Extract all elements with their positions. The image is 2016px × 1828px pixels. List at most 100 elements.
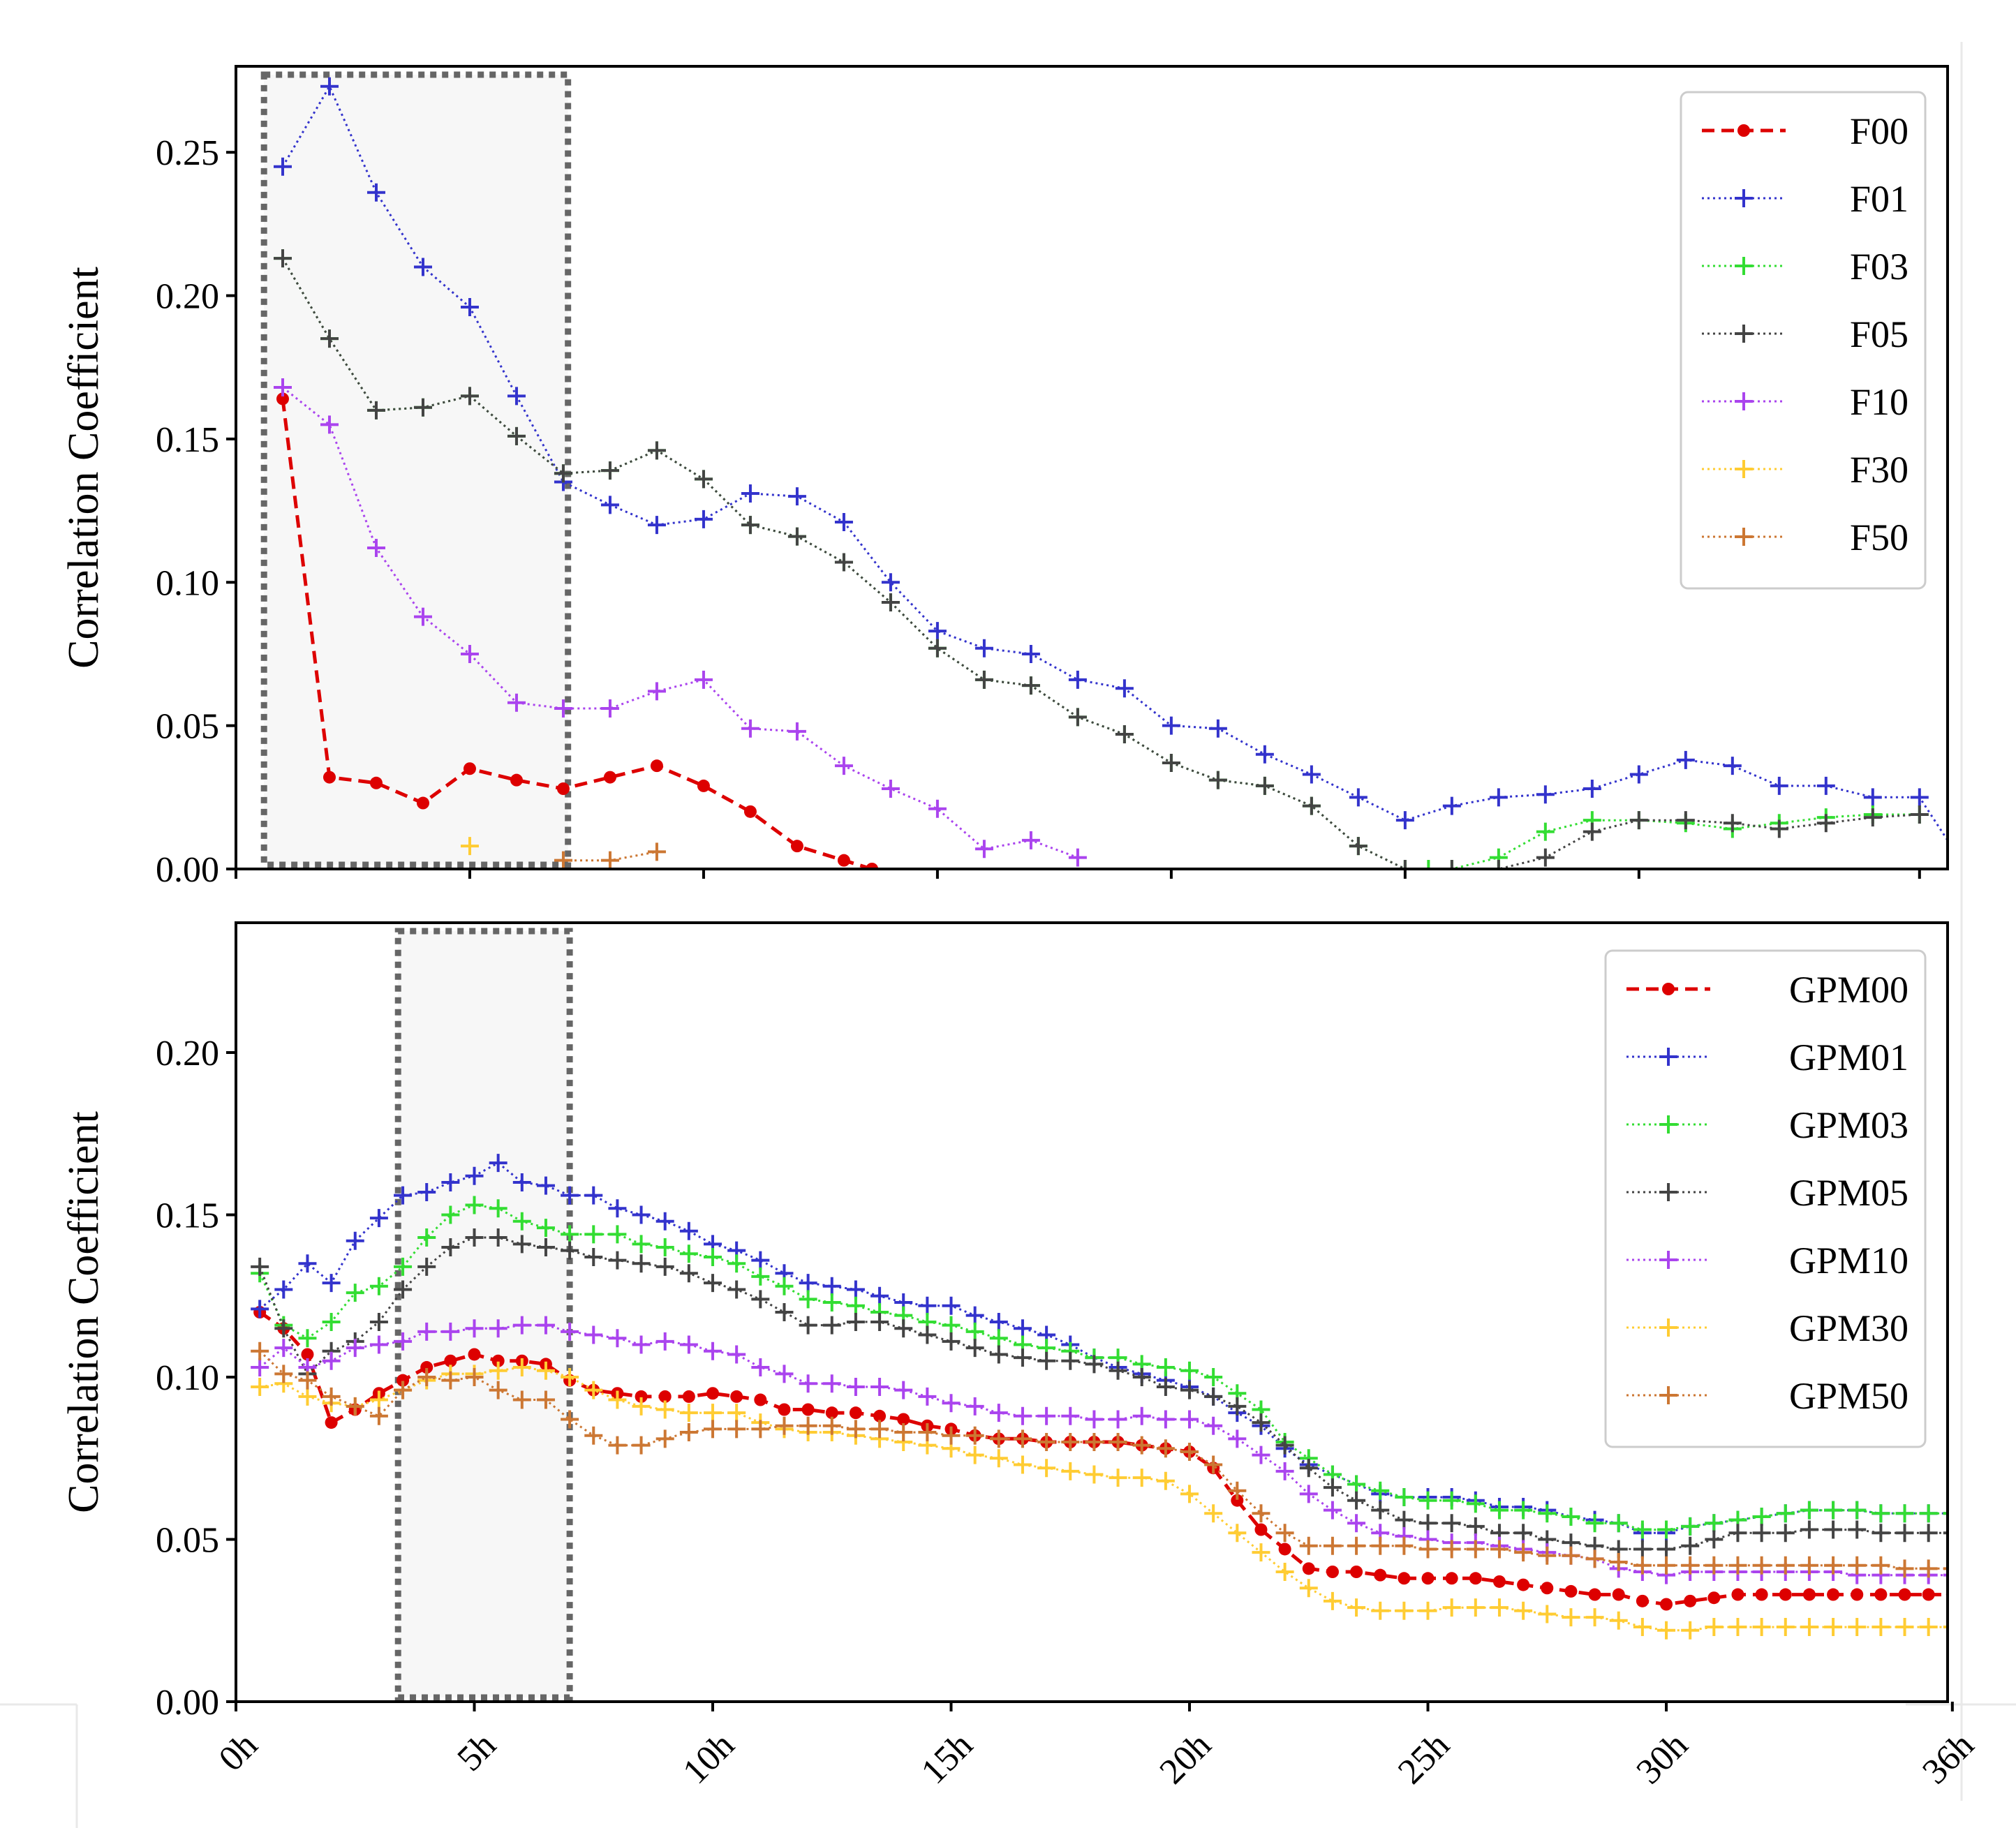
data-point-gpm30: [1204, 1504, 1223, 1523]
data-point-gpm10: [1037, 1406, 1056, 1425]
data-point-gpm01: [489, 1154, 507, 1173]
legend-label: GPM30: [1789, 1307, 1908, 1349]
data-point-gpm05: [394, 1280, 413, 1299]
data-point-gpm50: [1633, 1556, 1652, 1575]
data-point-gpm03: [1418, 1491, 1437, 1510]
data-point-f00: [603, 771, 616, 784]
data-point-f05: [787, 527, 806, 546]
series-line-gpm00: [258, 1310, 1948, 1607]
data-point-gpm30: [1109, 1469, 1127, 1487]
data-point-gpm10: [1013, 1406, 1032, 1425]
data-point-f01: [974, 639, 993, 657]
data-point-gpm10: [822, 1374, 841, 1393]
data-point-gpm05: [489, 1228, 507, 1247]
data-point-gpm03: [727, 1254, 746, 1273]
data-point-gpm03: [1776, 1504, 1795, 1523]
legend-marker: [1735, 325, 1753, 343]
data-point-gpm50: [918, 1423, 937, 1442]
data-point-f01: [1583, 780, 1601, 798]
data-point-f00: [369, 776, 383, 789]
data-point-gpm00: [1731, 1588, 1744, 1601]
data-point-gpm50: [1013, 1429, 1032, 1448]
data-point-gpm00: [682, 1390, 695, 1403]
data-point-gpm00: [1421, 1572, 1435, 1585]
data-point-f01: [413, 258, 432, 276]
data-point-gpm00: [1326, 1566, 1339, 1578]
data-point-gpm03: [369, 1277, 388, 1295]
legend-marker: [1659, 1048, 1677, 1066]
data-point-gpm50: [369, 1406, 388, 1425]
data-point-gpm01: [846, 1280, 865, 1299]
y-tick-label: 0.10: [156, 563, 219, 603]
data-point-gpm10: [1061, 1406, 1080, 1425]
data-point-f05: [1021, 676, 1040, 695]
top-chart-panel: 0.00 0.05 0.10 0.15 0.20 0.25 Correlation Coef…: [60, 65, 1949, 890]
data-point-gpm03: [465, 1196, 484, 1214]
legend-item-gpm01: GPM01: [1626, 1036, 1908, 1078]
data-point-gpm10: [1085, 1410, 1104, 1429]
data-point-gpm03: [1490, 1501, 1509, 1519]
data-point-gpm00: [468, 1348, 481, 1361]
data-point-gpm03: [751, 1267, 770, 1286]
data-point-f01: [1021, 644, 1040, 663]
data-point-gpm50: [894, 1423, 913, 1442]
data-point-gpm50: [965, 1426, 984, 1445]
data-point-gpm01: [822, 1277, 841, 1295]
data-point-gpm30: [608, 1390, 627, 1409]
data-point-gpm30: [369, 1390, 388, 1409]
data-point-gpm05: [1204, 1387, 1223, 1406]
data-point-gpm05: [465, 1228, 484, 1247]
series-gpm00: [253, 1306, 1948, 1611]
series-gpm10: [251, 1316, 1948, 1584]
data-point-gpm50: [1037, 1433, 1056, 1451]
data-point-f00: [866, 863, 879, 869]
data-point-gpm30: [1228, 1524, 1247, 1543]
data-point-gpm30: [1752, 1618, 1771, 1637]
data-point-gpm00: [706, 1387, 720, 1400]
data-point-f05: [881, 593, 900, 612]
data-point-f01: [366, 183, 385, 202]
data-point-f05: [1115, 724, 1134, 743]
data-point-gpm03: [655, 1238, 674, 1256]
data-point-gpm30: [632, 1397, 651, 1415]
data-point-gpm10: [369, 1335, 388, 1354]
series-f05: [273, 249, 1929, 869]
data-point-gpm30: [512, 1358, 531, 1377]
data-point-f05: [1910, 805, 1929, 824]
data-point-gpm00: [825, 1406, 838, 1420]
data-point-gpm50: [1681, 1556, 1700, 1575]
data-point-gpm30: [727, 1404, 746, 1422]
data-point-gpm00: [801, 1403, 815, 1416]
data-point-gpm50: [1848, 1556, 1867, 1575]
data-point-gpm01: [632, 1205, 651, 1224]
data-point-gpm05: [965, 1339, 984, 1358]
data-point-gpm05: [1633, 1540, 1652, 1559]
data-point-f05: [647, 441, 666, 460]
data-point-gpm01: [441, 1173, 460, 1191]
series-line-gpm05: [258, 1236, 1948, 1550]
data-point-f01: [647, 516, 666, 535]
legend-item-gpm10: GPM10: [1626, 1240, 1908, 1281]
data-point-gpm50: [561, 1410, 579, 1429]
data-point-gpm01: [417, 1182, 436, 1201]
plot-area: [273, 77, 1948, 869]
data-point-f01: [1115, 679, 1134, 698]
data-point-gpm01: [322, 1274, 341, 1293]
legend-item-f30: F30: [1702, 449, 1908, 491]
data-point-gpm03: [1824, 1501, 1843, 1519]
data-point-gpm10: [322, 1351, 341, 1370]
data-point-f05: [1489, 860, 1508, 869]
data-point-gpm03: [1705, 1514, 1724, 1533]
data-point-f05: [1162, 754, 1180, 773]
data-point-gpm05: [1681, 1536, 1700, 1555]
data-point-gpm30: [1705, 1618, 1724, 1637]
data-point-gpm05: [441, 1238, 460, 1256]
data-point-gpm50: [1609, 1553, 1628, 1572]
data-point-f00: [463, 762, 476, 775]
data-point-gpm05: [704, 1274, 722, 1293]
legend-item-f03: F03: [1702, 246, 1908, 288]
data-point-gpm01: [799, 1274, 817, 1293]
data-point-gpm00: [1398, 1572, 1411, 1585]
data-point-gpm01: [346, 1231, 364, 1250]
